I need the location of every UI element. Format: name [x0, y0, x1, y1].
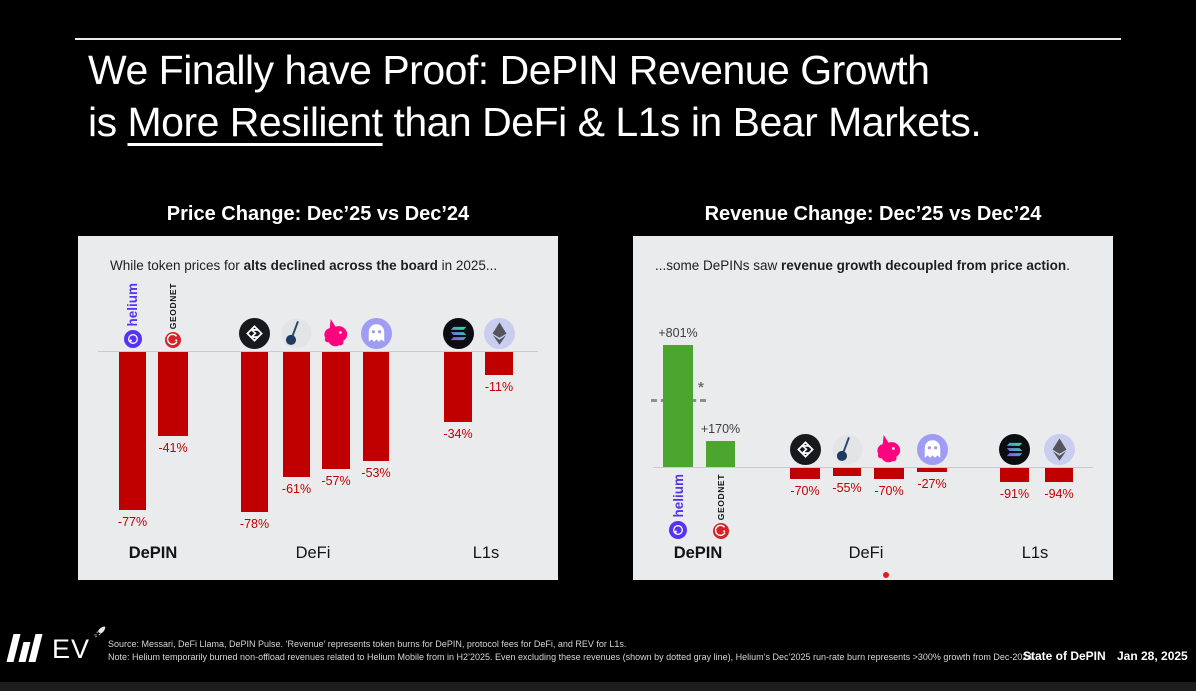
category-label-l1s: L1s	[472, 544, 500, 562]
bar-uniswap-price	[322, 352, 350, 469]
bar-helium-price	[119, 352, 146, 510]
svg-text:Σ: Σ	[801, 443, 809, 457]
category-label-defi: DeFi	[848, 544, 884, 562]
pendulum-icon	[831, 434, 863, 465]
bar-ethereum-price	[485, 352, 513, 375]
bar-label-ethena: -78%	[239, 517, 270, 531]
revenue-subtitle-post: .	[1066, 258, 1070, 273]
deck-date: Jan 28, 2025	[1117, 649, 1188, 663]
price-subtitle-post: in 2025...	[437, 258, 498, 273]
bar-label-aave: -53%	[361, 466, 391, 480]
bar-ethena-revenue	[790, 468, 820, 479]
uniswap-icon	[874, 434, 905, 465]
helium-token-label: helium	[123, 283, 143, 348]
bar-label-helium: +801%	[658, 326, 698, 340]
ethereum-icon	[1043, 434, 1075, 465]
revenue-chart-subtitle: ...some DePINs saw revenue growth decoup…	[655, 258, 1070, 273]
bar-label-ethena: -70%	[790, 484, 820, 498]
bar-solana-price	[444, 352, 472, 422]
ev-logo: EV	[6, 626, 106, 664]
asterisk-marker: *	[698, 379, 704, 396]
bar-helium-revenue	[663, 345, 693, 467]
category-label-depin: DePIN	[673, 544, 723, 562]
ev-logo-text: EV	[52, 626, 106, 664]
revenue-chart-heading: Revenue Change: Dec’25 vs Dec’24	[704, 203, 1042, 225]
bar-pendle-price	[283, 352, 310, 477]
svg-text:Σ: Σ	[250, 327, 258, 341]
bar-label-uniswap: -57%	[321, 474, 351, 488]
geodnet-logo-icon	[165, 332, 181, 348]
helium-logo-icon	[123, 330, 142, 348]
revenue-chart-panel: ...some DePINs saw revenue growth decoup…	[633, 236, 1113, 580]
price-chart-panel: While token prices for alts declined acr…	[78, 236, 558, 580]
ethereum-icon	[483, 318, 515, 349]
helium-wordmark: helium	[670, 474, 686, 518]
revenue-subtitle-pre: ...some DePINs saw	[655, 258, 782, 273]
ev-logo-letters: EV	[52, 634, 91, 664]
bar-solana-revenue	[1000, 468, 1029, 482]
title-line2-underlined: More Resilient	[127, 99, 384, 145]
bar-label-pendle: -61%	[281, 482, 312, 496]
aave-icon	[360, 318, 392, 349]
bar-geodnet-revenue	[706, 441, 735, 467]
price-subtitle-pre: While token prices for	[110, 258, 244, 273]
source-line: Source: Messari, DeFi Llama, DePIN Pulse…	[108, 639, 627, 649]
bar-label-geodnet: -41%	[158, 441, 188, 455]
bar-ethena-price	[241, 352, 268, 512]
geodnet-wordmark: GEODNET	[715, 474, 726, 521]
bar-aave-price	[363, 352, 389, 461]
deck-name: State of DePIN	[1023, 649, 1106, 663]
bar-label-solana: -34%	[443, 427, 473, 441]
bottom-strip	[0, 682, 1196, 691]
note-line: Note: Helium temporarily burned non-offl…	[108, 651, 1035, 662]
bar-aave-revenue	[917, 468, 947, 472]
title-rule	[75, 38, 1121, 40]
ethena-icon: Σ	[239, 318, 270, 349]
solana-icon	[999, 434, 1030, 465]
bar-label-aave: -27%	[917, 477, 947, 491]
geodnet-token-label: GEODNET	[163, 283, 183, 348]
bar-label-uniswap: -70%	[874, 484, 904, 498]
ethena-icon: Σ	[789, 434, 821, 465]
source-note: Source: Messari, DeFi Llama, DePIN Pulse…	[108, 638, 1035, 663]
price-baseline-axis	[98, 351, 538, 352]
price-chart-heading: Price Change: Dec’25 vs Dec’24	[166, 203, 470, 225]
helium-token-label: helium	[668, 474, 688, 539]
title-line2-suffix: than DeFi & L1s in Bear Markets.	[382, 99, 982, 145]
uniswap-icon	[321, 318, 352, 349]
category-label-defi: DeFi	[295, 544, 331, 562]
bar-label-geodnet: +170%	[700, 422, 741, 436]
solana-icon	[442, 318, 474, 349]
laser-pointer-dot	[883, 572, 889, 578]
price-subtitle-bold: alts declined across the board	[243, 258, 438, 273]
helium-wordmark: helium	[125, 283, 140, 327]
bar-uniswap-revenue	[874, 468, 904, 479]
bar-label-solana: -91%	[999, 487, 1030, 501]
ev-logo-mark-icon	[6, 634, 43, 662]
bar-pendle-revenue	[833, 468, 861, 476]
bar-label-ethereum: -94%	[1044, 487, 1074, 501]
bar-geodnet-price	[158, 352, 188, 436]
slide-title: We Finally have Proof: DePIN Revenue Gro…	[88, 44, 982, 148]
revenue-subtitle-bold: revenue growth decoupled from price acti…	[781, 258, 1067, 273]
rocket-icon	[92, 625, 107, 640]
geodnet-token-label: GEODNET	[711, 474, 731, 540]
pendulum-icon	[281, 318, 312, 349]
bar-label-helium: -77%	[117, 515, 148, 529]
geodnet-logo-icon	[712, 523, 729, 540]
title-line2-prefix: is	[88, 99, 128, 145]
price-chart-subtitle: While token prices for alts declined acr…	[110, 258, 497, 273]
bar-label-ethereum: -11%	[484, 380, 514, 394]
revenue-baseline-axis	[653, 467, 1093, 468]
geodnet-wordmark: GEODNET	[168, 282, 178, 329]
category-label-l1s: L1s	[1021, 544, 1049, 562]
bar-label-pendle: -55%	[832, 481, 862, 495]
helium-logo-icon	[669, 520, 687, 539]
bar-ethereum-revenue	[1045, 468, 1073, 482]
title-line1: We Finally have Proof: DePIN Revenue Gro…	[88, 47, 930, 93]
aave-icon	[916, 434, 948, 465]
category-label-depin: DePIN	[128, 544, 178, 562]
